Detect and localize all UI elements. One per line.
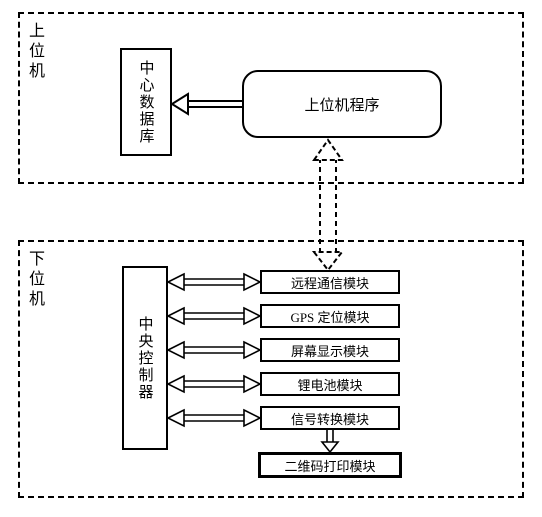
central-controller-box: 中央控制器: [122, 266, 168, 450]
module-signal-convert: 信号转换模块: [260, 406, 400, 430]
lower-machine-label: 下位机: [28, 250, 46, 310]
host-program-label: 上位机程序: [304, 94, 379, 115]
module-gps: GPS 定位模块: [260, 304, 400, 328]
module-qr-print: 二维码打印模块: [258, 452, 402, 478]
central-controller-label: 中央控制器: [135, 316, 156, 401]
module-label: 信号转换模块: [291, 409, 369, 428]
module-label: 二维码打印模块: [284, 456, 375, 475]
module-label: GPS 定位模块: [290, 307, 369, 326]
center-database-box: 中心数据库: [120, 48, 172, 156]
module-battery: 锂电池模块: [260, 372, 400, 396]
module-label: 锂电池模块: [297, 375, 362, 394]
host-program-box: 上位机程序: [242, 70, 442, 138]
upper-host-label: 上位机: [28, 22, 46, 82]
center-database-label: 中心数据库: [136, 60, 157, 145]
module-label: 远程通信模块: [291, 273, 369, 292]
module-display: 屏幕显示模块: [260, 338, 400, 362]
diagram-canvas: 上位机 中心数据库 上位机程序 下位机 中央控制器 远程通信模块 GPS 定位模…: [0, 0, 542, 517]
module-label: 屏幕显示模块: [291, 341, 369, 360]
module-remote-comm: 远程通信模块: [260, 270, 400, 294]
